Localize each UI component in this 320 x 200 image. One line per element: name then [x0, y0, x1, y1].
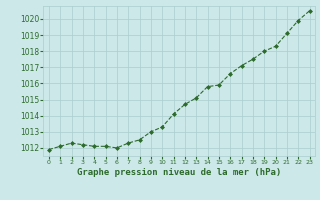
X-axis label: Graphe pression niveau de la mer (hPa): Graphe pression niveau de la mer (hPa) [77, 168, 281, 177]
